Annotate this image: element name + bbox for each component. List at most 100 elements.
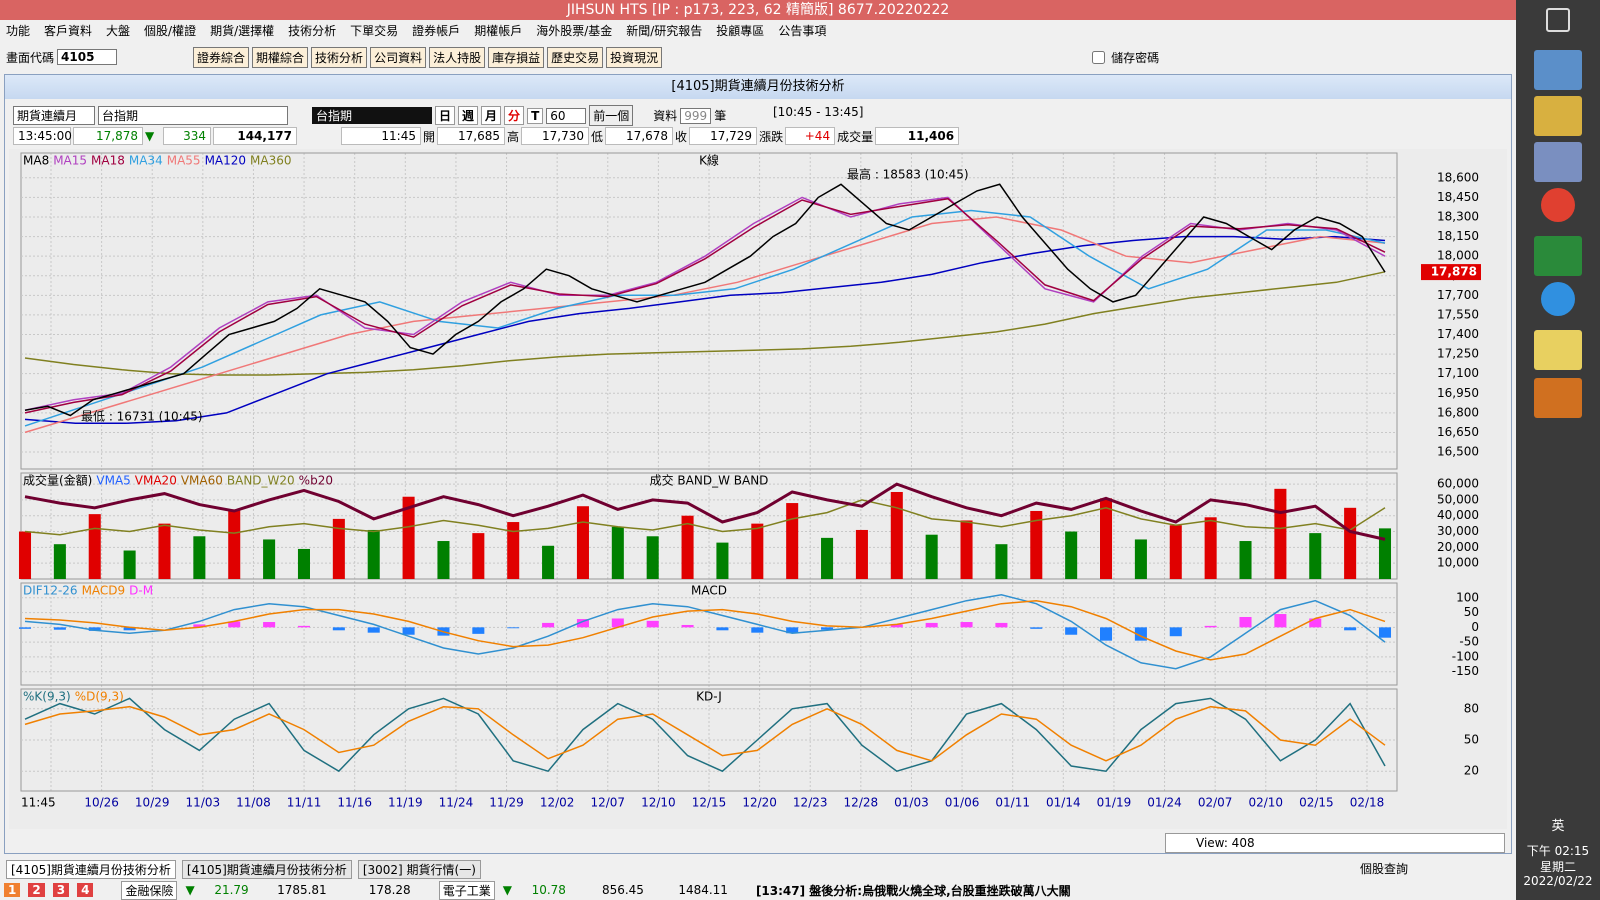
series-line: [24, 197, 1386, 414]
bar: [1204, 517, 1217, 579]
app-icon[interactable]: [1534, 236, 1582, 276]
panel-frame: [20, 472, 1398, 580]
y-tick-label: -150: [1452, 664, 1479, 678]
menu-item[interactable]: 期貨/選擇權: [210, 24, 275, 38]
prev-button[interactable]: 前一個: [589, 105, 634, 126]
app-icon[interactable]: [1534, 142, 1582, 182]
bar: [1065, 531, 1078, 579]
menu-item[interactable]: 期權帳戶: [474, 24, 523, 38]
page-button[interactable]: 2: [28, 883, 45, 897]
close-value: 17,729: [689, 127, 758, 145]
y-tick-label: 80: [1464, 701, 1479, 715]
app-icon[interactable]: [1534, 96, 1582, 136]
x-tick-label: 01/19: [1097, 796, 1132, 810]
clock-time: 下午 02:15: [1526, 844, 1590, 858]
code-input[interactable]: 4105: [57, 49, 118, 65]
toolbar-button[interactable]: 庫存損益: [488, 46, 545, 68]
menu-item[interactable]: 公告事項: [778, 24, 827, 38]
menu-item[interactable]: 功能: [6, 24, 31, 38]
legend-entry: VMA5: [96, 474, 130, 488]
bar: [646, 620, 659, 628]
period-button[interactable]: 日: [435, 106, 456, 125]
app-icon[interactable]: [1534, 378, 1582, 418]
start-icon[interactable]: [1546, 8, 1570, 32]
toolbar-button[interactable]: 技術分析: [311, 46, 368, 68]
data-count[interactable]: 999: [680, 107, 712, 124]
save-checkbox[interactable]: [1092, 50, 1106, 64]
x-tick-label: 12/02: [540, 796, 575, 810]
menu-item[interactable]: 技術分析: [288, 24, 337, 38]
app-icon[interactable]: [1534, 50, 1582, 90]
menu-item[interactable]: 下單交易: [350, 24, 399, 38]
bar: [1378, 528, 1392, 579]
menu-bar: 功能 客戶資料 大盤 個股/權證 期貨/選擇權 技術分析 下單交易 證券帳戶 期權帳戶 海外股票/…: [0, 20, 1516, 42]
toolbar-button[interactable]: 歷史交易: [547, 46, 604, 68]
bar: [228, 621, 241, 628]
toolbar-button[interactable]: 證券綜合: [193, 46, 250, 68]
bar: [123, 627, 136, 631]
close-label: 收: [675, 129, 688, 144]
ticker-index: 1785.81: [277, 883, 327, 897]
chart-area: 11:45 10/26 10/29 11/03 11/08 11/11 11/16 11/19…: [9, 149, 1507, 829]
tab[interactable]: [4105]期貨連續月份技術分析: [181, 860, 352, 879]
toolbar-button[interactable]: 投資現況: [606, 46, 663, 68]
toolbar-button[interactable]: 法人持股: [429, 46, 486, 68]
x-tick-label: 02/18: [1350, 796, 1385, 810]
menu-item[interactable]: 個股/權證: [144, 24, 197, 38]
y-tick-label: 60,000: [1437, 477, 1479, 491]
series-line: [24, 599, 1386, 661]
toolbar-button[interactable]: 公司資料: [370, 46, 427, 68]
toolbar-button[interactable]: 期權綜合: [252, 46, 309, 68]
button-group: 證券綜合 期權綜合 技術分析 公司資料 法人持股 庫存損益 歷史交易 投資現況: [193, 46, 663, 68]
bar: [297, 625, 310, 628]
scrollbar[interactable]: View: 408: [1165, 833, 1505, 853]
contract-select[interactable]: 期貨連續月: [13, 106, 95, 125]
period-button[interactable]: 分: [504, 106, 525, 125]
interval-select[interactable]: 60: [546, 107, 587, 124]
period-button[interactable]: 月: [481, 106, 502, 125]
page-button[interactable]: 1: [4, 883, 21, 897]
menu-item[interactable]: 證券帳戶: [412, 24, 461, 38]
quote-last: 17,878: [73, 127, 143, 145]
x-tick-label: 01/14: [1046, 796, 1081, 810]
bar: [751, 627, 764, 633]
legend-entry: MA360: [250, 154, 291, 168]
legend-entry: %b20: [299, 474, 333, 488]
bar: [228, 509, 241, 579]
app-icon[interactable]: [1541, 282, 1575, 316]
y-tick-label: 16,950: [1437, 386, 1479, 400]
legend-entry: MA15: [53, 154, 87, 168]
bar: [681, 515, 694, 579]
menu-item[interactable]: 海外股票/基金: [536, 24, 613, 38]
legend-entry: MACD9: [82, 584, 126, 598]
app-icon[interactable]: [1534, 330, 1582, 370]
page-button[interactable]: 3: [52, 883, 70, 897]
bar: [890, 624, 903, 628]
data-unit: 筆: [714, 109, 727, 123]
bar: [1065, 627, 1078, 635]
bar: [332, 518, 345, 579]
menu-item[interactable]: 新聞/研究報告: [626, 24, 703, 38]
ticker-index: 856.45: [601, 883, 644, 897]
legend-entry: MA55: [167, 154, 201, 168]
y-tick-label: 16,650: [1437, 425, 1479, 439]
quote-change: 334: [163, 127, 211, 145]
page-button[interactable]: 4: [77, 883, 94, 897]
series-line: [24, 183, 1386, 417]
menu-item[interactable]: 投顧專區: [716, 24, 765, 38]
time-range: [10:45 - 13:45]: [773, 105, 864, 119]
tab[interactable]: [4105]期貨連續月份技術分析: [6, 860, 176, 879]
period-button[interactable]: T: [527, 107, 544, 124]
y-tick-label: 17,400: [1437, 327, 1479, 341]
menu-item[interactable]: 大盤: [106, 24, 131, 38]
app-icon[interactable]: [1541, 188, 1575, 222]
menu-item[interactable]: 客戶資料: [44, 24, 93, 38]
bar: [960, 520, 973, 579]
view-count: View: 408: [1196, 836, 1255, 850]
period-button[interactable]: 週: [458, 106, 479, 125]
bar: [507, 627, 520, 629]
symbol-input[interactable]: 台指期: [98, 106, 288, 125]
legend-entry: %K(9,3): [23, 690, 71, 704]
bar: [193, 536, 206, 579]
tab[interactable]: [3002] 期貨行情(一): [357, 860, 481, 879]
